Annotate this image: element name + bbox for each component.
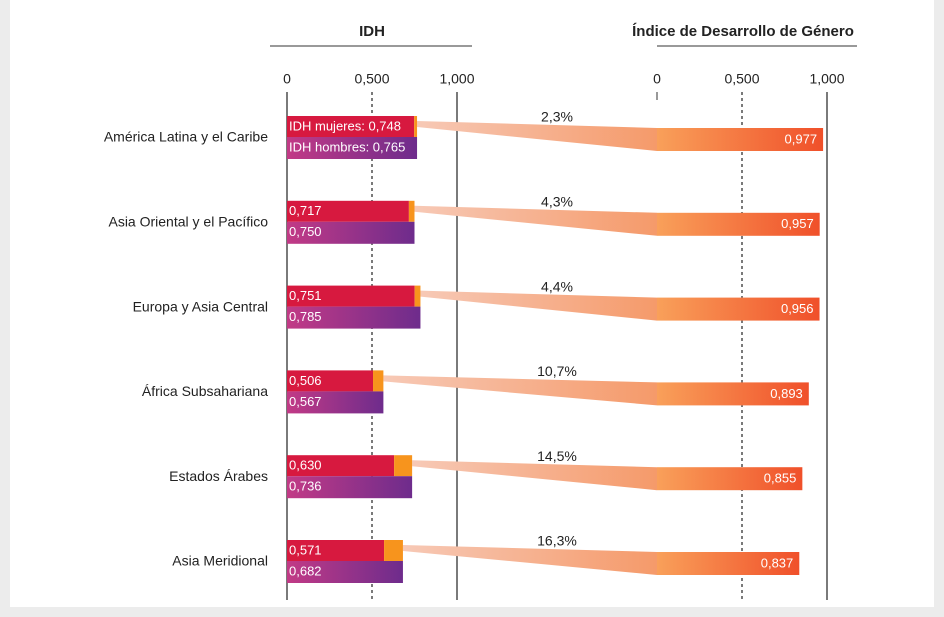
right-tick-label: 1,000	[809, 71, 844, 87]
men-bar	[287, 476, 413, 499]
gap-label: 4,4%	[541, 278, 573, 294]
gap-segment	[384, 540, 403, 561]
gdi-label: 0,837	[761, 555, 794, 570]
right-tick-label: 0	[653, 71, 661, 87]
category-label: África Subsahariana	[142, 383, 268, 399]
gdi-bar	[657, 467, 803, 491]
gap-segment	[414, 285, 421, 307]
women-bar	[287, 200, 409, 222]
women-bar	[287, 540, 385, 561]
women-label: 0,630	[289, 458, 322, 473]
category-label: Asia Meridional	[172, 553, 268, 569]
men-bar	[287, 561, 403, 583]
gdi-bar	[657, 552, 800, 575]
gdi-label: 0,956	[781, 301, 814, 316]
left-tick-label: 0,500	[354, 71, 389, 87]
gap-label: 14,5%	[537, 448, 577, 464]
gap-segment	[408, 200, 415, 222]
gap-segment	[373, 370, 384, 392]
men-label: 0,750	[289, 224, 322, 239]
left-title: IDH	[359, 23, 385, 40]
women-label: 0,751	[289, 288, 322, 303]
men-bar	[287, 306, 421, 329]
funnel	[414, 205, 657, 236]
men-label: 0,682	[289, 563, 322, 578]
women-bar	[287, 370, 374, 392]
right-tick-label: 0,500	[724, 71, 759, 87]
men-bar	[287, 137, 418, 159]
gap-segment	[414, 116, 418, 137]
women-bar	[287, 116, 415, 137]
men-bar	[287, 221, 415, 244]
left-tick-label: 1,000	[439, 71, 474, 87]
gap-label: 4,3%	[541, 194, 573, 210]
category-label: Europa y Asia Central	[133, 298, 268, 314]
women-bar	[287, 455, 395, 477]
gdi-label: 0,855	[764, 471, 797, 486]
men-label: 0,567	[289, 394, 322, 409]
women-label: IDH mujeres: 0,748	[289, 118, 401, 133]
funnel	[402, 545, 657, 575]
funnel	[417, 121, 657, 151]
category-label: Asia Oriental y el Pacífico	[108, 214, 268, 230]
gdi-bar	[657, 297, 820, 321]
gdi-bar	[657, 212, 820, 236]
gap-label: 2,3%	[541, 109, 573, 125]
gap-label: 16,3%	[537, 533, 577, 549]
women-bar	[287, 285, 415, 307]
left-tick-label: 0	[283, 71, 291, 87]
category-label: América Latina y el Caribe	[104, 129, 268, 145]
funnel	[383, 375, 657, 406]
women-label: 0,571	[289, 542, 322, 557]
funnel	[412, 460, 657, 491]
men-label: 0,736	[289, 479, 322, 494]
gap-segment	[394, 455, 413, 477]
gdi-bar	[657, 382, 809, 406]
gap-label: 10,7%	[537, 363, 577, 379]
right-title: Índice de Desarrollo de Género	[632, 23, 854, 40]
funnel	[420, 290, 657, 321]
men-label: IDH hombres: 0,765	[289, 139, 405, 154]
women-label: 0,717	[289, 203, 322, 218]
women-label: 0,506	[289, 373, 322, 388]
gdi-bar	[657, 128, 824, 151]
category-label: Estados Árabes	[169, 468, 268, 484]
gdi-label: 0,977	[785, 131, 818, 146]
gdi-label: 0,957	[781, 216, 814, 231]
men-bar	[287, 391, 384, 414]
men-label: 0,785	[289, 309, 322, 324]
gdi-label: 0,893	[770, 386, 803, 401]
